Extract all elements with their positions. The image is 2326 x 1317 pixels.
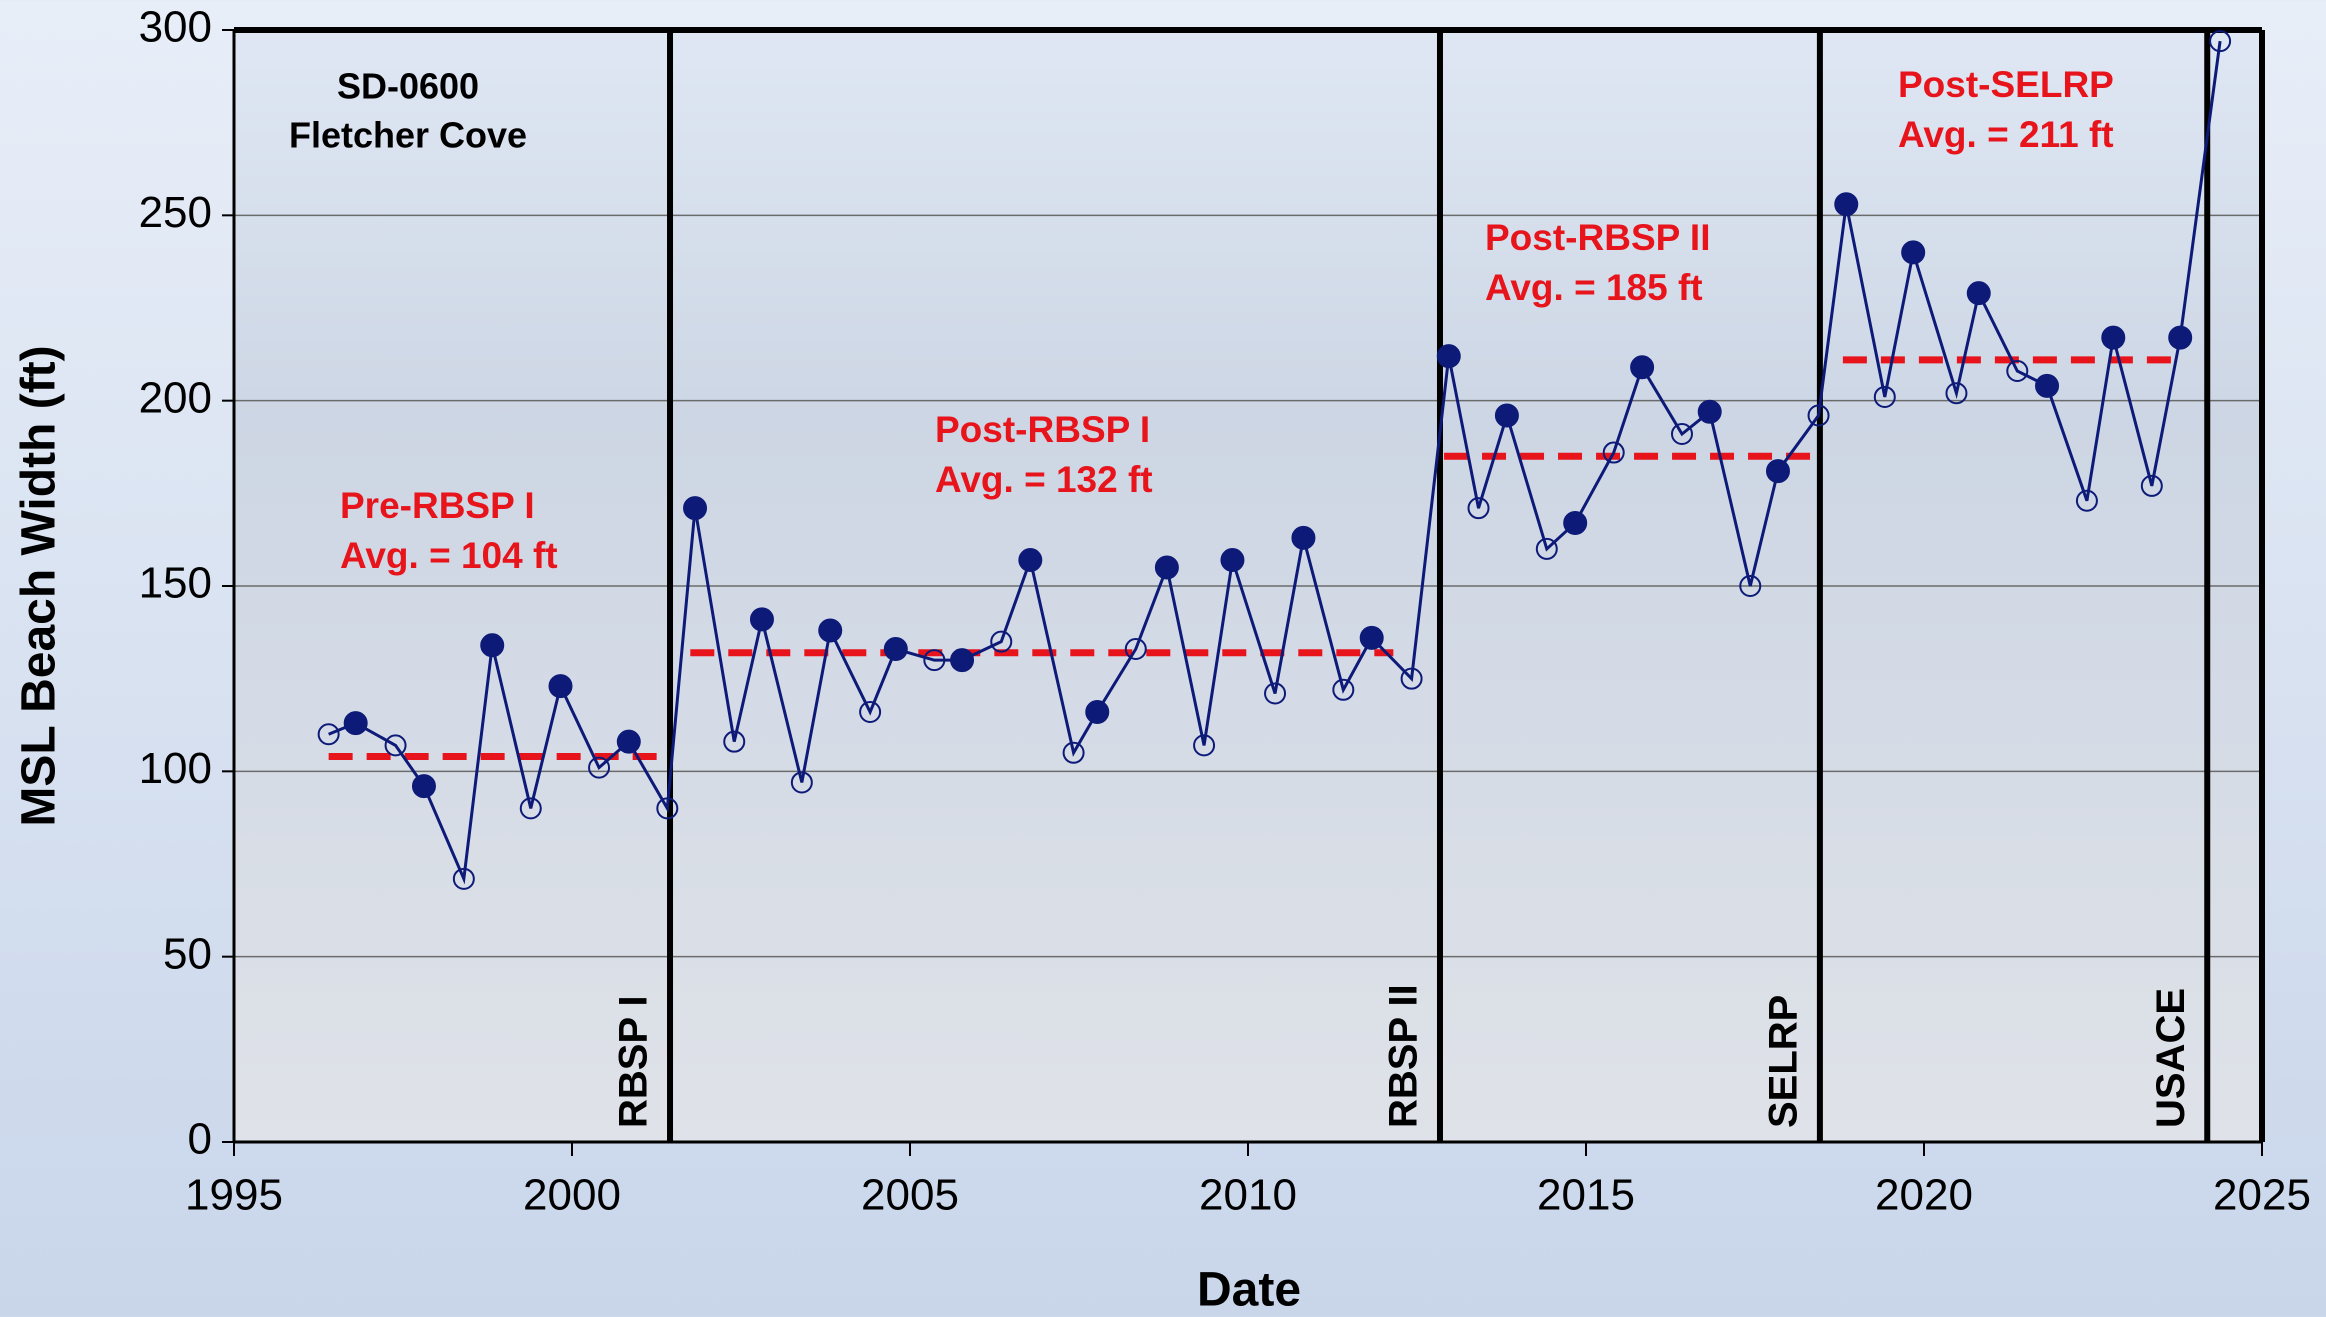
data-point: [1124, 638, 1147, 661]
data-point: [548, 674, 573, 699]
x-tick-label: 1995: [185, 1171, 283, 1220]
data-point: [519, 797, 542, 820]
event-label: RBSP II: [1382, 984, 1426, 1128]
data-point: [588, 756, 611, 779]
data-point: [883, 637, 908, 662]
data-point: [384, 734, 407, 757]
average-title: Post-RBSP I: [935, 409, 1150, 450]
average-title: Post-RBSP II: [1485, 217, 1710, 258]
average-label: Avg. = 185 ft: [1485, 267, 1703, 308]
data-point: [616, 729, 641, 754]
data-point: [1670, 423, 1693, 446]
data-point: [859, 701, 882, 724]
y-tick-label: 100: [139, 744, 212, 793]
data-point: [2075, 489, 2098, 512]
data-point: [950, 648, 975, 673]
event-label: RBSP I: [612, 995, 656, 1128]
data-point: [1400, 667, 1423, 690]
data-point: [923, 649, 946, 672]
data-point: [723, 730, 746, 753]
data-point: [1193, 734, 1216, 757]
data-point: [1563, 510, 1588, 535]
y-tick-label: 50: [163, 929, 212, 978]
series-line: [328, 40, 2222, 885]
x-tick-label: 2010: [1199, 1171, 1297, 1220]
data-point: [1291, 525, 1316, 550]
data-point: [1901, 240, 1926, 265]
data-point: [1220, 548, 1245, 573]
chart-title: SD-0600: [337, 66, 479, 107]
data-point: [2140, 474, 2163, 497]
data-point: [1602, 441, 1625, 464]
data-point: [1807, 404, 1830, 427]
data-point: [990, 630, 1013, 653]
data-point: [1264, 682, 1287, 705]
data-point: [452, 867, 475, 890]
data-point: [2101, 325, 2126, 350]
data-point: [656, 797, 679, 820]
x-tick-label: 2025: [2213, 1171, 2311, 1220]
data-point: [1697, 399, 1722, 424]
x-axis-title: Date: [1197, 1264, 1301, 1317]
data-point: [1062, 741, 1085, 764]
data-point: [1018, 548, 1043, 573]
average-label: Avg. = 104 ft: [340, 535, 558, 576]
data-point: [1467, 497, 1490, 520]
event-label: USACE: [2149, 988, 2193, 1128]
y-axis-title: MSL Beach Width (ft): [13, 345, 66, 826]
data-point: [683, 496, 708, 521]
y-tick-label: 300: [139, 3, 212, 52]
data-point: [343, 711, 368, 736]
data-point: [1966, 281, 1991, 306]
average-label: Avg. = 132 ft: [935, 459, 1153, 500]
y-tick-label: 250: [139, 188, 212, 237]
data-point: [1873, 385, 1896, 408]
data-point: [411, 774, 436, 799]
data-point: [2209, 30, 2232, 53]
data-point: [1359, 625, 1384, 650]
data-point: [480, 633, 505, 658]
data-point: [2006, 360, 2029, 383]
data-point: [1739, 575, 1762, 597]
y-tick-label: 0: [188, 1115, 212, 1164]
data-point: [1765, 459, 1790, 484]
average-label: Avg. = 211 ft: [1898, 114, 2114, 155]
data-point: [818, 618, 843, 643]
data-point: [2035, 373, 2060, 398]
data-point: [1945, 382, 1968, 405]
x-tick-label: 2000: [523, 1171, 621, 1220]
data-point: [749, 607, 774, 632]
x-tick-label: 2005: [861, 1171, 959, 1220]
data-point: [1834, 192, 1859, 217]
data-point: [1436, 344, 1461, 369]
data-point: [1332, 678, 1355, 701]
average-title: Post-SELRP: [1898, 64, 2114, 105]
data-point: [317, 723, 340, 746]
x-tick-label: 2020: [1875, 1171, 1973, 1220]
data-point: [1535, 537, 1558, 560]
average-title: Pre-RBSP I: [340, 485, 535, 526]
data-point: [2168, 325, 2193, 350]
data-point: [790, 771, 813, 794]
data-point: [1630, 355, 1655, 380]
y-tick-label: 200: [139, 373, 212, 422]
y-tick-label: 150: [139, 559, 212, 608]
event-label: SELRP: [1761, 995, 1805, 1128]
data-point: [1154, 555, 1179, 580]
chart-title: Fletcher Cove: [289, 115, 527, 156]
data-point: [1494, 403, 1519, 428]
x-tick-label: 2015: [1537, 1171, 1635, 1220]
data-point: [1085, 700, 1110, 725]
